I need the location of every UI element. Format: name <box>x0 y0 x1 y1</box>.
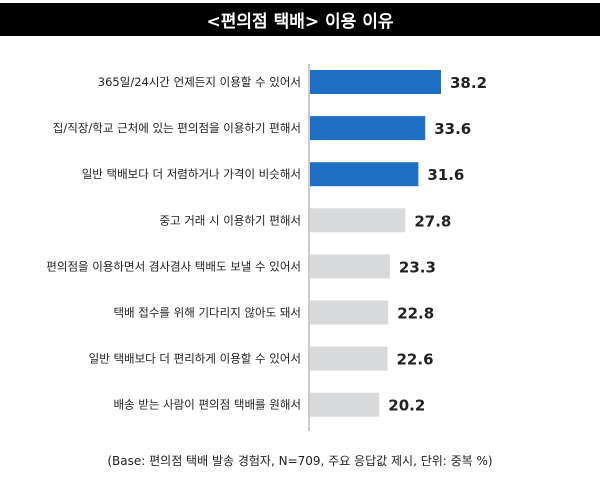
category-label: 일반 택배보다 더 편리하게 이용할 수 있어서 <box>89 352 301 366</box>
bar <box>310 116 426 141</box>
bar <box>310 162 419 187</box>
category-label: 편의점을 이용하면서 겸사겸사 택배도 보낼 수 있어서 <box>46 259 301 273</box>
category-label: 배송 받는 사람이 편의점 택배를 원해서 <box>113 398 301 412</box>
bar <box>310 392 380 417</box>
chart-note: (Base: 편의점 택배 발송 경험자, N=709, 주요 응답값 제시, … <box>107 454 493 468</box>
bar <box>310 208 406 233</box>
bar <box>310 70 441 94</box>
category-label: 중고 거래 시 이용하기 편해서 <box>159 213 301 227</box>
category-label: 365일/24시간 언제든지 이용할 수 있어서 <box>98 75 301 89</box>
value-label: 20.2 <box>388 397 425 415</box>
category-label: 택배 접수를 위해 기다리지 않아도 돼서 <box>113 306 301 320</box>
bar <box>310 254 390 279</box>
bar <box>310 300 389 325</box>
category-label: 집/직장/학교 근처에 있는 편의점을 이용하기 편해서 <box>53 121 301 135</box>
value-label: 31.6 <box>427 166 464 184</box>
value-label: 22.8 <box>397 305 434 323</box>
value-label: 33.6 <box>434 120 471 138</box>
value-label: 23.3 <box>399 258 436 276</box>
bar <box>310 346 388 371</box>
value-label: 38.2 <box>450 74 487 92</box>
chart-title: <편의점 택배> 이용 이유 <box>0 3 600 36</box>
value-label: 27.8 <box>414 212 451 230</box>
value-label: 22.6 <box>397 351 434 369</box>
category-label: 일반 택배보다 더 저렴하거나 가격이 비슷해서 <box>82 167 301 181</box>
